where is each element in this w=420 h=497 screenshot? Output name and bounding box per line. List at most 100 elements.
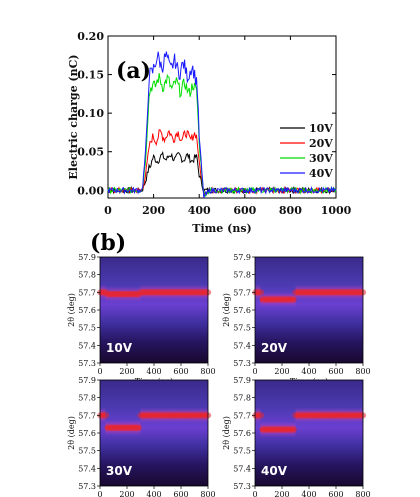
y-tick-label-b: 57.8 <box>78 271 96 280</box>
peak-spot <box>255 289 265 296</box>
y-tick-label-b: 57.3 <box>78 359 96 368</box>
x-tick-label-b: 200 <box>274 490 289 497</box>
y-tick-label-b: 57.4 <box>78 341 96 350</box>
legend-label: 40V <box>309 167 333 180</box>
y-axis-label-a: Electric charge (nC) <box>67 54 80 179</box>
peak-spot <box>357 412 367 419</box>
series-line-40V <box>107 51 337 198</box>
y-tick-label-b: 57.7 <box>78 288 96 297</box>
y-tick-label-b: 57.3 <box>233 359 251 368</box>
charge-vs-time-chart: 0 200 400 600 800 1000 0.00 0.05 0.10 0.15 0.20 (a… <box>67 30 352 235</box>
legend-label: 20V <box>309 137 333 150</box>
x-tick-label-b: 800 <box>200 490 215 497</box>
panel-b-label: (b) <box>90 230 126 256</box>
voltage-label: 30V <box>106 464 133 478</box>
y-tick-label-b: 57.6 <box>233 429 251 438</box>
x-tick-label-b: 0 <box>252 490 257 497</box>
x-tick-label-b: 0 <box>97 490 102 497</box>
y-tick-label-b: 57.4 <box>233 341 251 350</box>
heatmap-background <box>255 257 363 363</box>
x-tick-label-a: 400 <box>188 204 211 217</box>
panel-a-label: (a) <box>116 58 151 84</box>
x-tick-label-b: 600 <box>173 490 188 497</box>
peak-spot <box>202 412 212 419</box>
y-tick-label-b: 57.9 <box>78 253 96 262</box>
series-line-30V <box>107 73 337 198</box>
voltage-label: 40V <box>261 464 288 478</box>
x-tick-label-b: 0 <box>97 367 102 376</box>
x-tick-label-b: 200 <box>119 367 134 376</box>
y-tick-label-b: 57.5 <box>78 324 96 333</box>
peak-spot <box>202 289 212 296</box>
heatmap-panel-10V: 57.357.457.557.657.757.857.90 200 400 600 80… <box>67 253 216 386</box>
y-tick-label-b: 57.7 <box>233 288 251 297</box>
y-tick-label-a: 0.00 <box>77 184 104 197</box>
x-tick-label-b: 600 <box>328 367 343 376</box>
x-tick-label-a: 200 <box>142 204 165 217</box>
y-tick-label-b: 57.7 <box>78 411 96 420</box>
peak-spot <box>357 289 367 296</box>
y-tick-label-b: 57.3 <box>233 482 251 491</box>
plot-a-series <box>107 51 337 198</box>
peak-spot <box>288 296 297 303</box>
peak-spot <box>255 412 265 419</box>
x-tick-label-b: 200 <box>119 490 134 497</box>
y-tick-label-a: 0.10 <box>77 107 104 120</box>
series-line-20V <box>107 129 337 197</box>
y-tick-label-b: 57.6 <box>78 429 96 438</box>
y-axis-label-b: 2θ (deg) <box>222 293 231 327</box>
y-tick-label-b: 57.7 <box>233 411 251 420</box>
heatmap-grid: 57.357.457.557.657.757.857.90 200 400 600 80… <box>67 253 371 497</box>
y-tick-label-b: 57.8 <box>78 394 96 403</box>
heatmap-panel-40V: 57.3 57.4 57.5 57.6 57.7 57.8 57.9 0 200 400 600 80… <box>222 376 371 497</box>
diffraction-heatmaps: (b) 57.357.457.557.657.757.857.90 200 400 6… <box>67 230 371 497</box>
y-tick-label-b: 57.5 <box>78 447 96 456</box>
y-tick-label-b: 57.9 <box>78 376 96 385</box>
y-tick-label-a: 0.15 <box>77 69 104 82</box>
peak-spot <box>288 426 297 433</box>
x-tick-label-b: 400 <box>301 367 316 376</box>
y-tick-label-a: 0.05 <box>77 146 104 159</box>
x-tick-label-b: 800 <box>355 490 370 497</box>
peak-spot <box>100 412 110 419</box>
x-tick-label-b: 400 <box>146 490 161 497</box>
y-axis-label-b: 2θ (deg) <box>67 416 76 450</box>
y-tick-label-b: 57.8 <box>233 271 251 280</box>
plot-a-frame <box>107 35 337 199</box>
peak-spot <box>133 424 142 431</box>
x-tick-label-a: 1000 <box>321 204 352 217</box>
y-tick-label-b: 57.4 <box>78 464 96 473</box>
x-tick-label-b: 400 <box>301 490 316 497</box>
y-tick-label-b: 57.8 <box>233 394 251 403</box>
x-axis-label-a: Time (ns) <box>192 222 251 235</box>
heatmap-panel-20V: 57.357.457.557.657.757.857.90 200 400 600 80… <box>222 253 371 386</box>
y-tick-label-b: 57.6 <box>78 306 96 315</box>
x-tick-label-b: 800 <box>355 367 370 376</box>
y-tick-label-b: 57.5 <box>233 324 251 333</box>
x-tick-label-b: 600 <box>173 367 188 376</box>
x-tick-label-b: 200 <box>274 367 289 376</box>
y-axis-label-b: 2θ (deg) <box>222 416 231 450</box>
y-tick-label-b: 57.9 <box>233 253 251 262</box>
y-axis-label-b: 2θ (deg) <box>67 293 76 327</box>
y-tick-label-b: 57.6 <box>233 306 251 315</box>
y-tick-label-a: 0.20 <box>77 30 104 43</box>
y-tick-label-b: 57.4 <box>233 464 251 473</box>
x-tick-label-a: 600 <box>233 204 256 217</box>
y-tick-label-b: 57.9 <box>233 376 251 385</box>
voltage-label: 20V <box>261 341 288 355</box>
voltage-label: 10V <box>106 341 133 355</box>
x-tick-label-b: 0 <box>252 367 257 376</box>
x-tick-label-b: 600 <box>328 490 343 497</box>
legend-label: 10V <box>309 122 333 135</box>
x-tick-label-b: 400 <box>146 367 161 376</box>
heatmap-background <box>100 257 208 363</box>
x-tick-label-a: 800 <box>279 204 302 217</box>
y-tick-label-b: 57.3 <box>78 482 96 491</box>
heatmap-panel-30V: 57.3 57.4 57.5 57.6 57.7 57.8 57.9 0 200 400 600 80… <box>67 376 216 497</box>
x-tick-label-a: 0 <box>104 204 112 217</box>
x-tick-label-b: 800 <box>200 367 215 376</box>
legend-label: 30V <box>309 152 333 165</box>
legend-a: 10V 20V 30V 40V <box>280 122 333 180</box>
